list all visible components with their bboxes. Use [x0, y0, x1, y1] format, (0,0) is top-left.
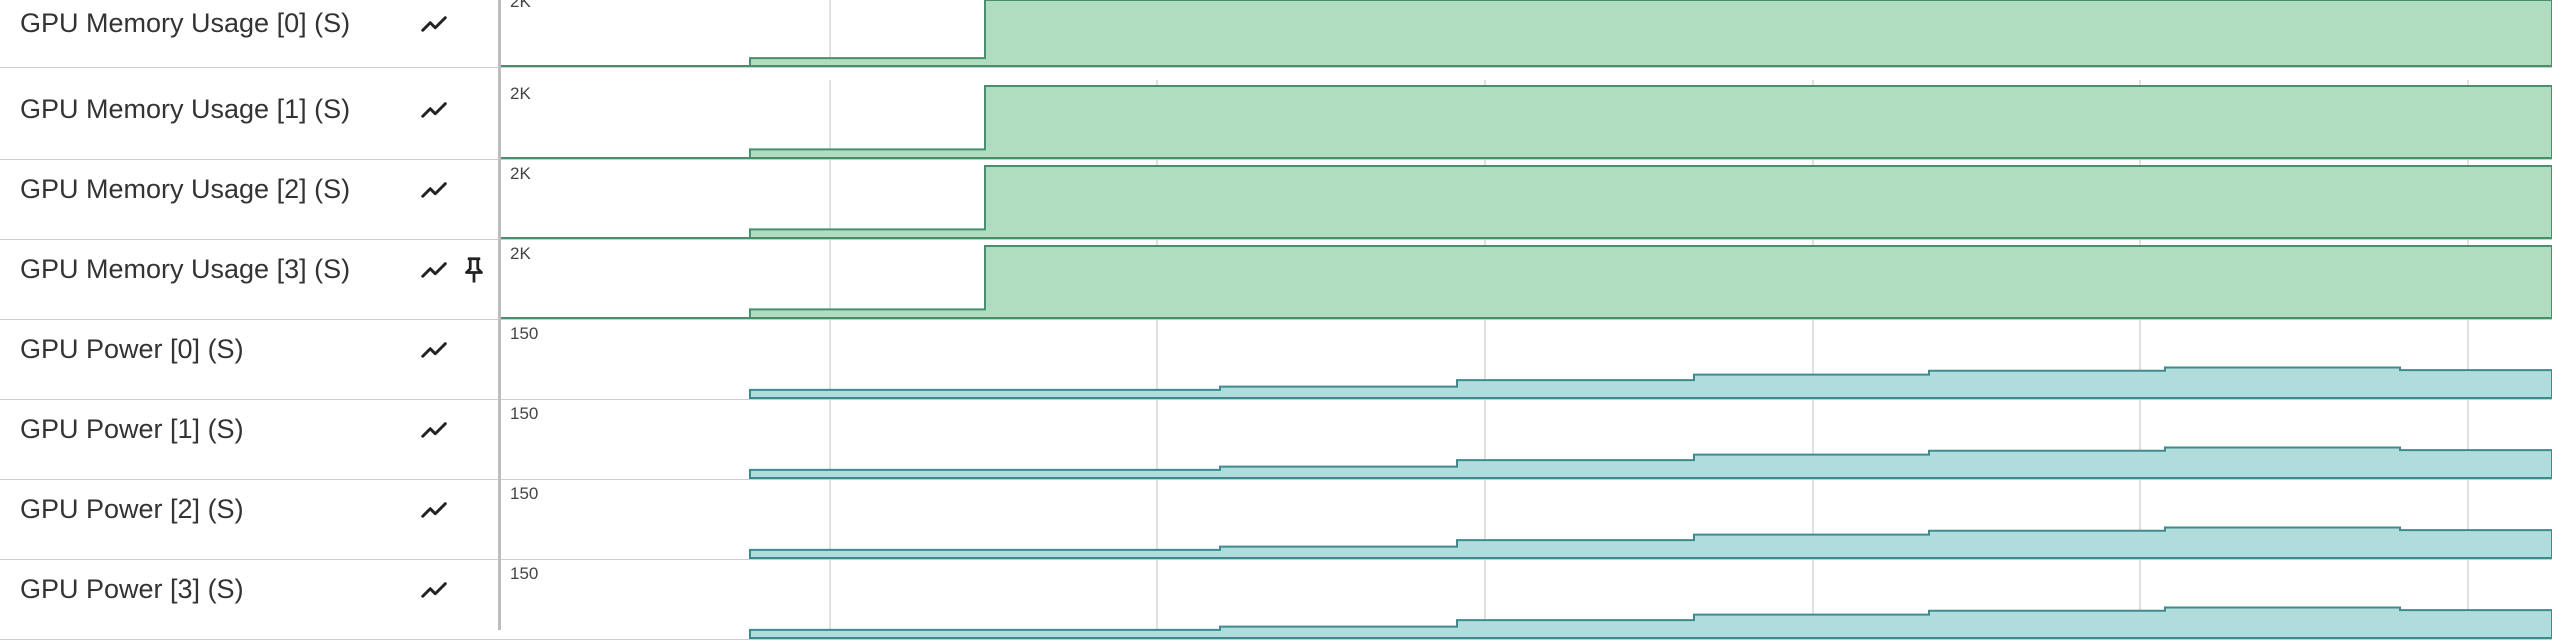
power-area: [749, 526, 2552, 559]
memory-area: [749, 245, 2552, 319]
y-axis-max-label: 2K: [510, 164, 531, 183]
y-axis-max-label: 2K: [510, 0, 531, 11]
track-row: GPU Memory Usage [3] (S) 2K: [0, 240, 2552, 320]
y-axis-max-label: 150: [510, 324, 539, 343]
track-label: GPU Memory Usage [2] (S): [20, 174, 351, 204]
track-row: GPU Power [1] (S) 150: [0, 400, 2552, 480]
track-label: GPU Power [2] (S): [20, 494, 244, 524]
line-chart-icon[interactable]: [416, 412, 452, 448]
line-chart-icon[interactable]: [416, 92, 452, 128]
track-plot[interactable]: [500, 240, 2552, 319]
track-svg: [500, 160, 2552, 239]
track-plot[interactable]: [500, 0, 2552, 67]
track-row: GPU Power [2] (S) 150: [0, 480, 2552, 560]
track-row: GPU Power [0] (S) 150: [0, 320, 2552, 400]
power-area: [749, 606, 2552, 639]
track-plot[interactable]: [500, 320, 2552, 399]
track-svg: [500, 0, 2552, 67]
track-plot[interactable]: [500, 480, 2552, 559]
y-axis-max-label: 2K: [510, 244, 531, 263]
track-svg: [749, 400, 2552, 479]
track-label: GPU Memory Usage [1] (S): [20, 94, 351, 124]
track-row: GPU Power [3] (S) 150: [0, 560, 2552, 640]
line-chart-icon[interactable]: [416, 252, 452, 288]
power-area: [749, 366, 2552, 399]
panel-divider[interactable]: [498, 0, 501, 630]
memory-area: [749, 0, 2552, 67]
power-area: [749, 446, 2552, 479]
track-label: GPU Memory Usage [0] (S): [20, 8, 351, 38]
y-axis-max-label: 2K: [510, 84, 531, 103]
track-svg: [500, 240, 2552, 319]
track-svg: [749, 480, 2552, 559]
y-axis-max-label: 150: [510, 564, 539, 583]
memory-area: [749, 165, 2552, 239]
y-axis-max-label: 150: [510, 484, 539, 503]
pin-icon[interactable]: [456, 252, 492, 288]
line-chart-icon[interactable]: [416, 332, 452, 368]
track-row: GPU Memory Usage [2] (S) 2K: [0, 160, 2552, 240]
track-plot[interactable]: [500, 80, 2552, 159]
line-chart-icon[interactable]: [416, 492, 452, 528]
track-svg: [500, 80, 2552, 159]
track-row: GPU Memory Usage [1] (S) 2K: [0, 80, 2552, 160]
line-chart-icon[interactable]: [416, 6, 452, 42]
y-axis-max-label: 150: [510, 404, 539, 423]
track-plot[interactable]: [500, 400, 2552, 479]
line-chart-icon[interactable]: [416, 572, 452, 608]
track-svg: [749, 320, 2552, 399]
memory-area: [749, 85, 2552, 159]
track-svg: [749, 560, 2552, 639]
track-row: GPU Memory Usage [0] (S) 2K: [0, 0, 2552, 68]
line-chart-icon[interactable]: [416, 172, 452, 208]
track-label: GPU Power [0] (S): [20, 334, 244, 364]
track-plot[interactable]: [500, 560, 2552, 639]
track-label: GPU Memory Usage [3] (S): [20, 254, 351, 284]
track-label: GPU Power [3] (S): [20, 574, 244, 604]
track-label: GPU Power [1] (S): [20, 414, 244, 444]
track-plot[interactable]: [500, 160, 2552, 239]
